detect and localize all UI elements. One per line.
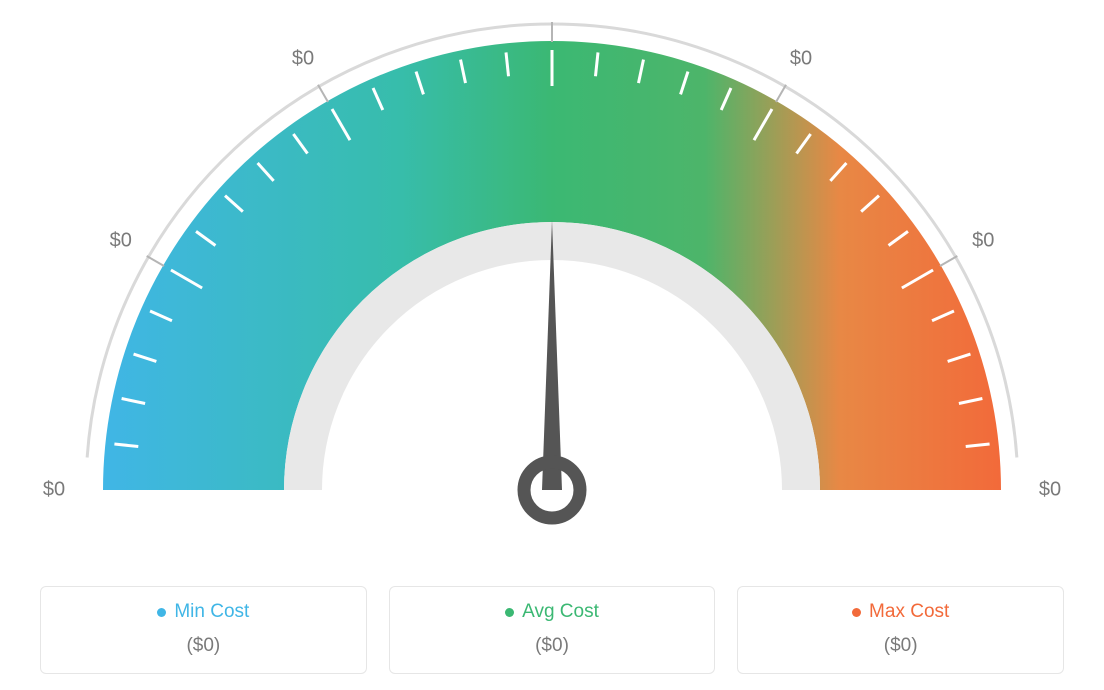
dot-icon xyxy=(852,608,861,617)
gauge-svg xyxy=(0,0,1104,560)
dot-icon xyxy=(505,608,514,617)
gauge-tick-label: $0 xyxy=(110,230,132,253)
legend-label: Avg Cost xyxy=(522,601,599,623)
legend-value: ($0) xyxy=(51,635,356,657)
legend-value: ($0) xyxy=(400,635,705,657)
legend-card-max: Max Cost ($0) xyxy=(737,586,1064,674)
legend-label: Max Cost xyxy=(869,601,949,623)
legend-title-avg: Avg Cost xyxy=(505,601,599,623)
legend-row: Min Cost ($0) Avg Cost ($0) Max Cost ($0… xyxy=(40,586,1064,674)
legend-title-max: Max Cost xyxy=(852,601,949,623)
legend-title-min: Min Cost xyxy=(157,601,249,623)
legend-label: Min Cost xyxy=(174,601,249,623)
gauge-tick-label: $0 xyxy=(541,0,563,4)
legend-value: ($0) xyxy=(748,635,1053,657)
gauge-tick-label: $0 xyxy=(790,47,812,70)
gauge-tick-label: $0 xyxy=(43,479,65,502)
legend-card-min: Min Cost ($0) xyxy=(40,586,367,674)
legend-card-avg: Avg Cost ($0) xyxy=(389,586,716,674)
gauge-tick-label: $0 xyxy=(972,230,994,253)
gauge-tick-label: $0 xyxy=(292,47,314,70)
gauge-tick-label: $0 xyxy=(1039,479,1061,502)
dot-icon xyxy=(157,608,166,617)
gauge-chart: $0 $0 $0 $0 $0 $0 $0 xyxy=(0,0,1104,560)
